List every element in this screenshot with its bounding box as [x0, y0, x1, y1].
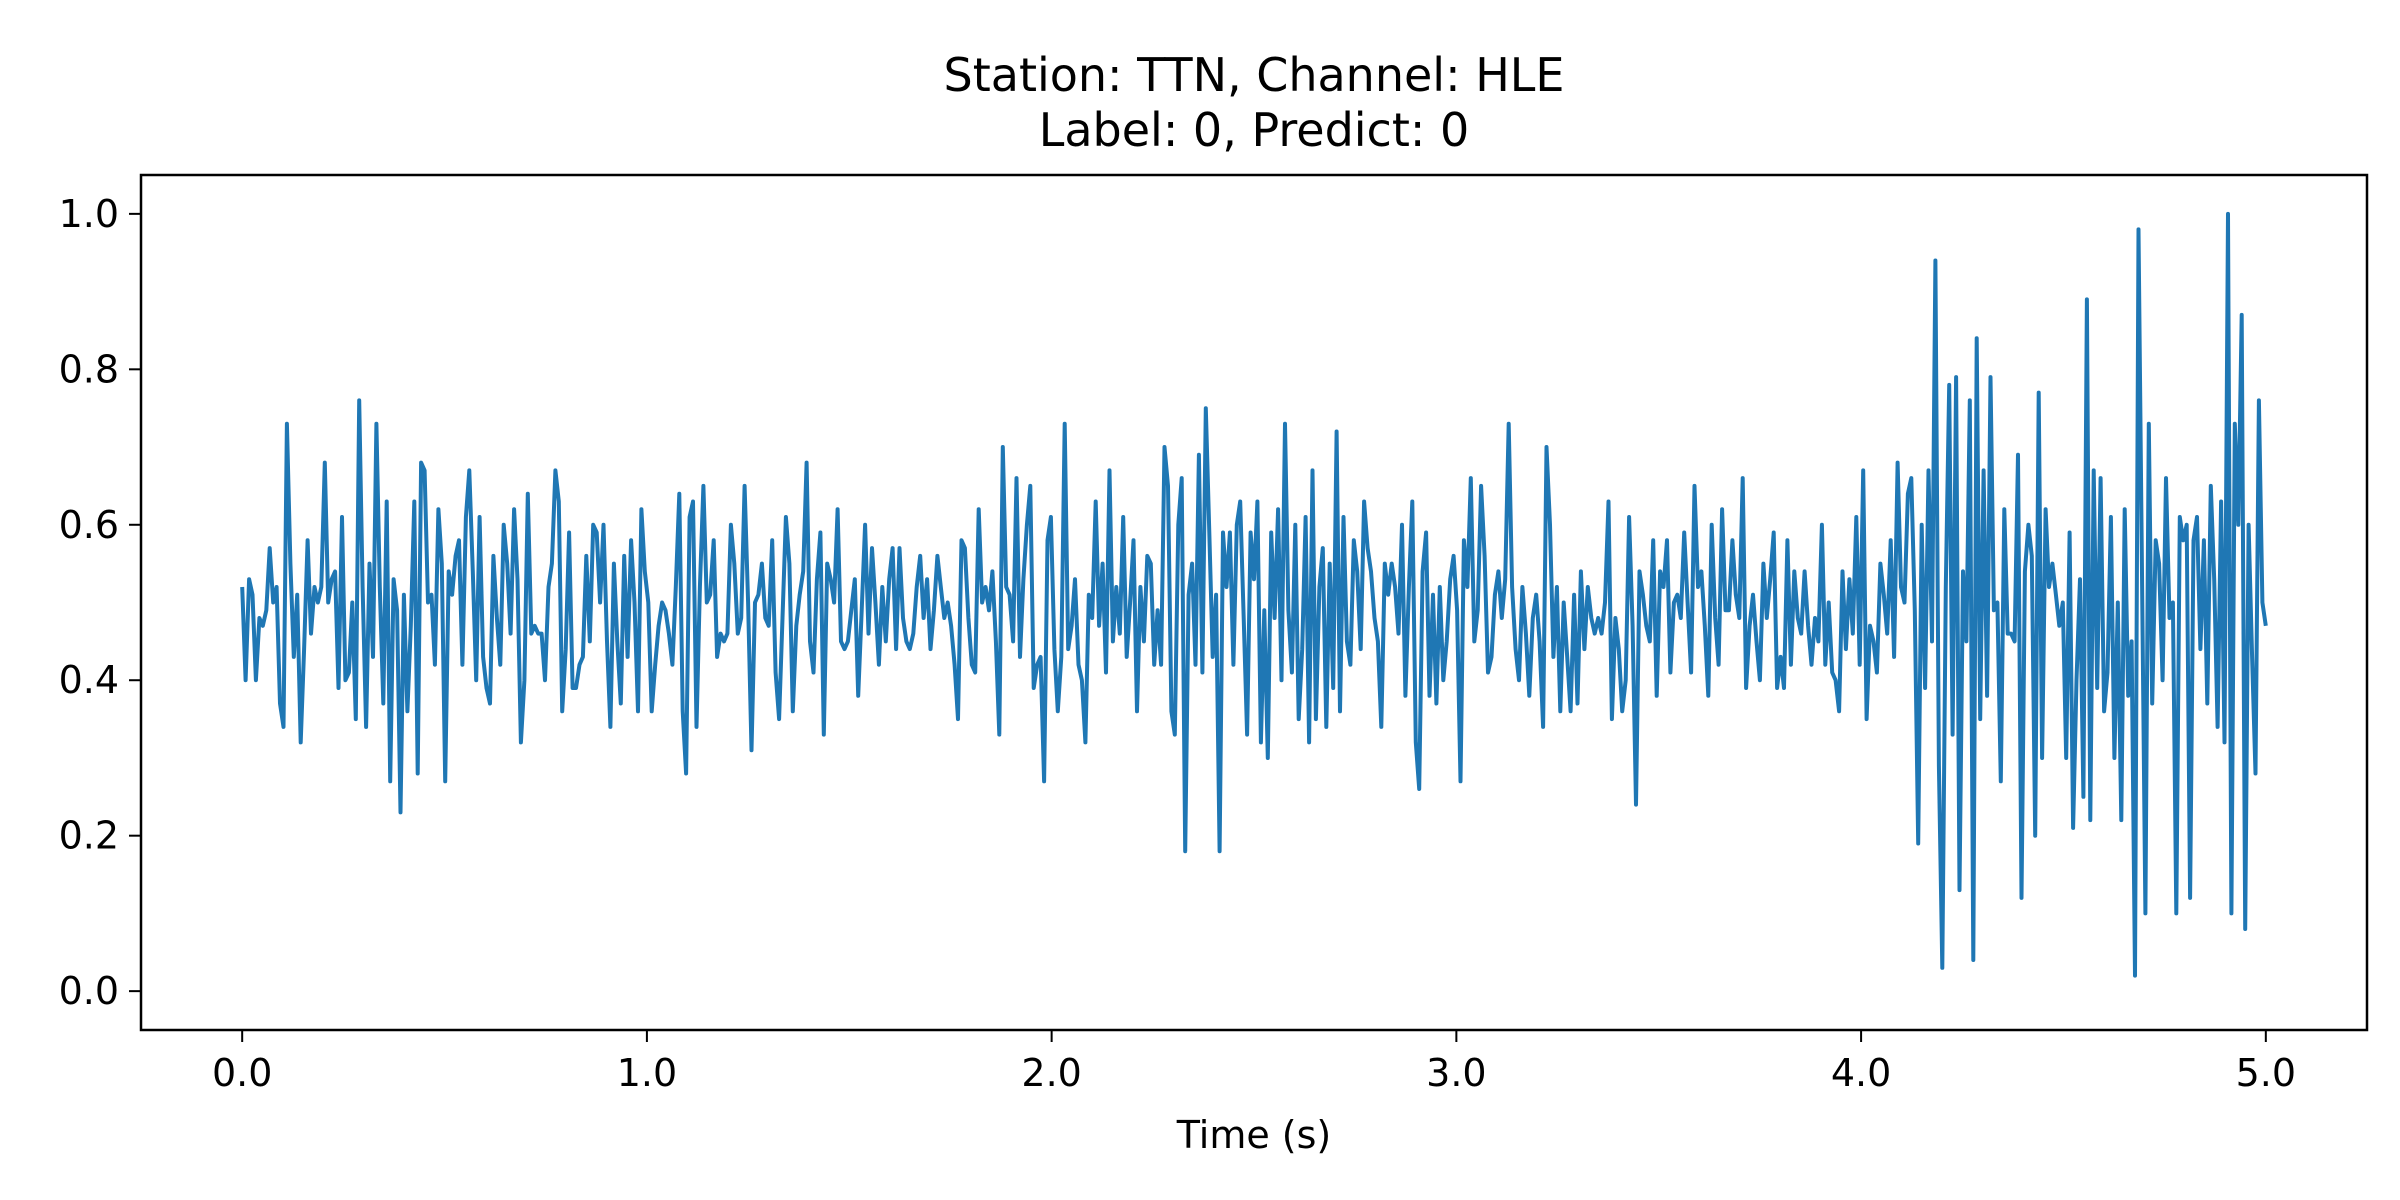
y-tick-label: 0.8 [59, 347, 119, 391]
x-tick-label: 3.0 [1426, 1051, 1486, 1095]
x-tick-label: 4.0 [1831, 1051, 1891, 1095]
y-axis: 0.0 0.2 0.4 0.6 0.8 1.0 [59, 192, 141, 1013]
y-tick-label: 0.0 [59, 969, 119, 1013]
series-line [240, 211, 2268, 978]
x-axis: 0.0 1.0 2.0 3.0 4.0 5.0 [212, 1030, 2296, 1095]
x-tick-label: 0.0 [212, 1051, 272, 1095]
y-tick-label: 0.6 [59, 503, 119, 547]
plot-area [240, 211, 2268, 978]
axes-frame [139, 173, 2369, 1032]
chart-title-line-1: Station: TTN, Channel: HLE [944, 48, 1565, 102]
y-tick-label: 0.4 [59, 658, 119, 702]
y-tick-label: 0.2 [59, 814, 119, 858]
x-tick-label: 1.0 [617, 1051, 677, 1095]
x-tick-label: 2.0 [1021, 1051, 1081, 1095]
x-axis-label: Time (s) [1176, 1113, 1332, 1157]
y-tick-label: 1.0 [59, 192, 119, 236]
chart-title-line-2: Label: 0, Predict: 0 [1039, 103, 1470, 157]
x-tick-label: 5.0 [2236, 1051, 2296, 1095]
